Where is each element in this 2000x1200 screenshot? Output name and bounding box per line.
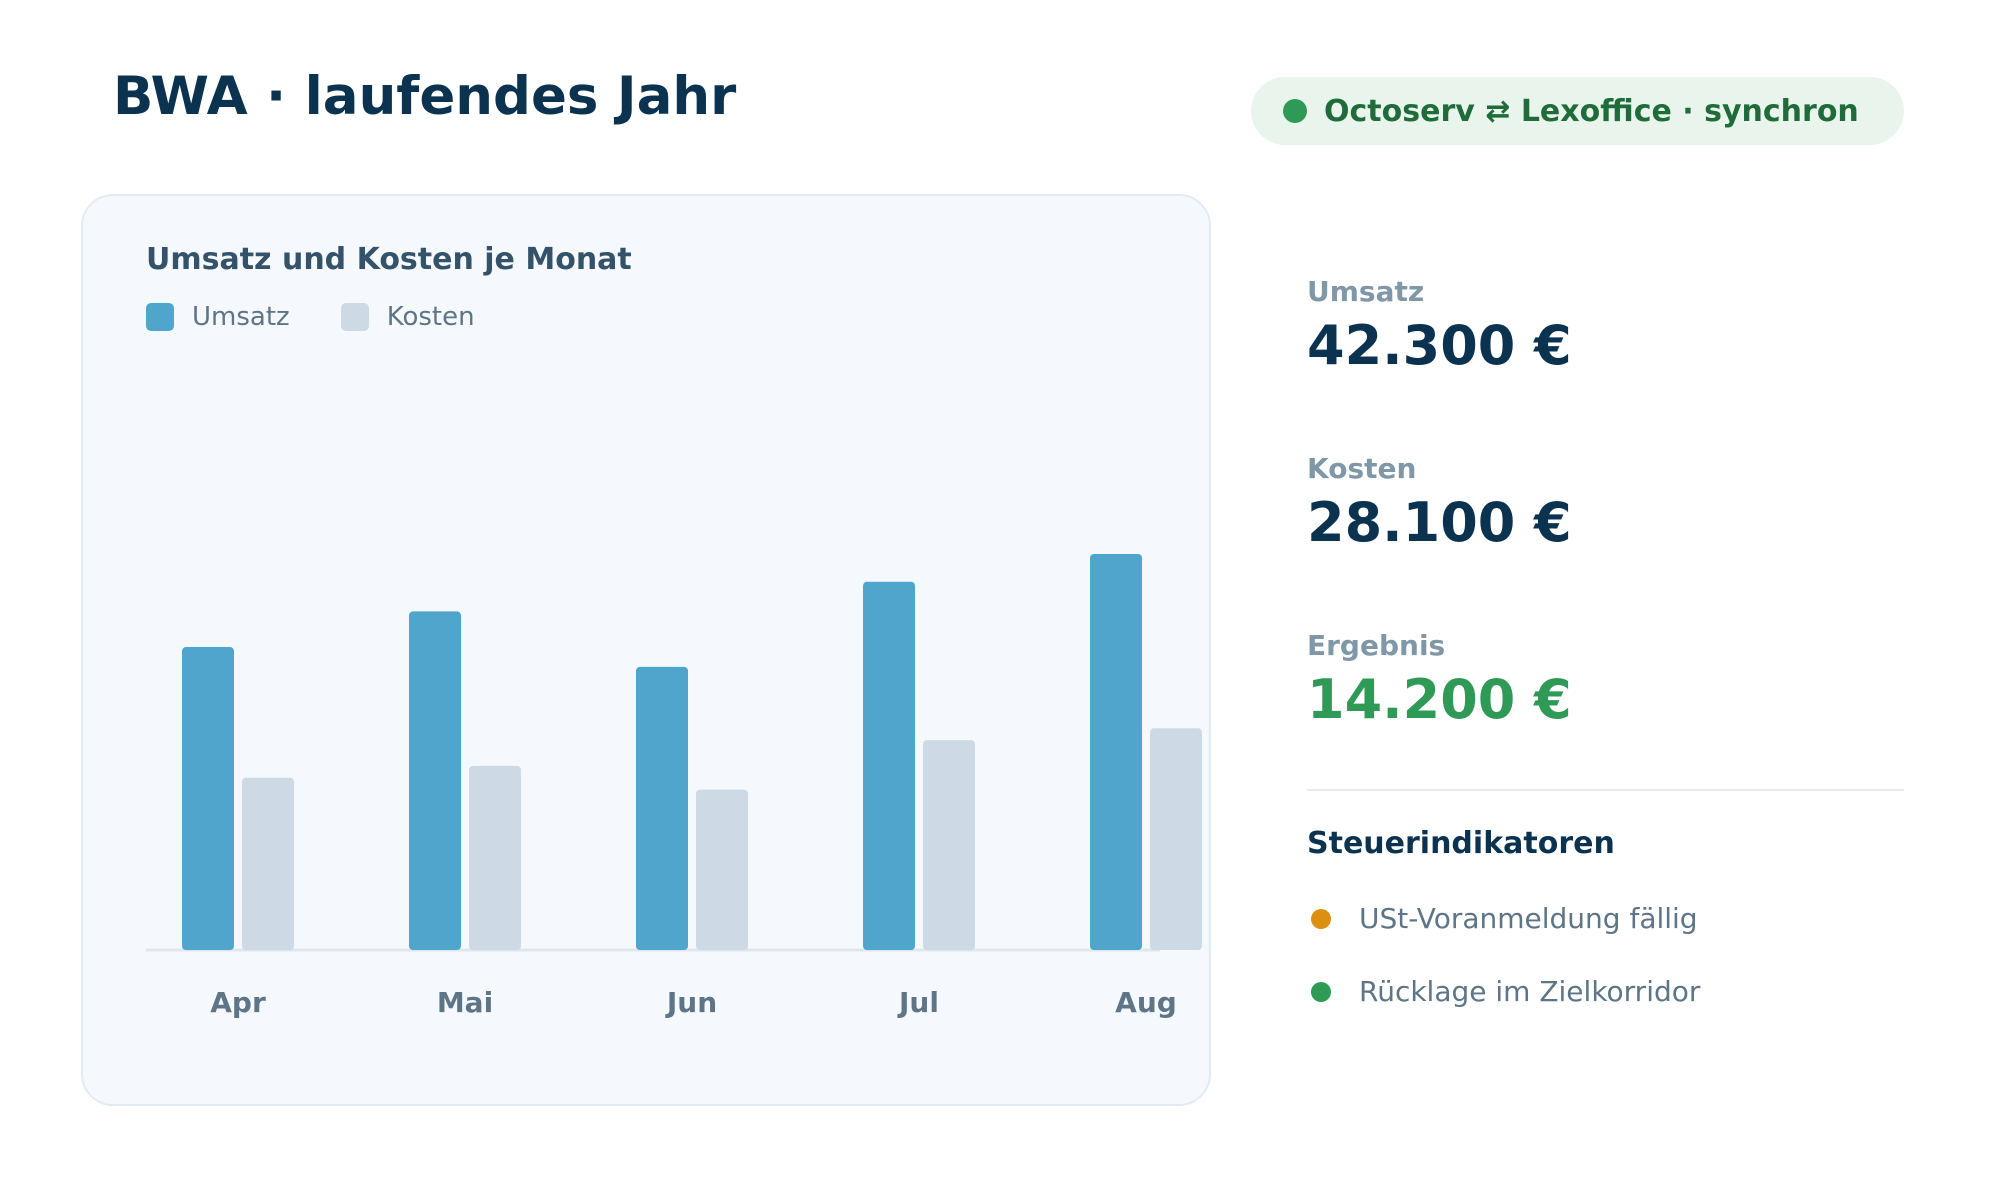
kpi-kosten-value: 28.100 € (1307, 491, 1572, 554)
tax-indicator-ruecklage: Rücklage im Zielkorridor (1311, 975, 1700, 1008)
kpi-umsatz-value: 42.300 € (1307, 314, 1572, 377)
kpi-kosten-label: Kosten (1307, 452, 1417, 485)
x-tick-label-jun: Jun (665, 986, 717, 1019)
kpi-ergebnis-label: Ergebnis (1307, 629, 1446, 662)
sync-status-badge: Octoserv ⇄ Lexoffice · synchron (1251, 77, 1904, 145)
legend-label-kosten: Kosten (386, 302, 475, 332)
bar-umsatz-jun (636, 666, 688, 950)
kpi-ergebnis: Ergebnis 14.200 € (1307, 629, 1572, 731)
legend-label-umsatz: Umsatz (192, 302, 290, 332)
legend-item-umsatz: Umsatz (146, 302, 290, 332)
kpi-kosten: Kosten 28.100 € (1307, 452, 1572, 554)
bar-kosten-aug (1150, 728, 1202, 950)
bar-umsatz-jul (863, 581, 915, 950)
bar-kosten-jul (923, 740, 975, 950)
x-tick-label-aug: Aug (1115, 986, 1177, 1019)
legend-item-kosten: Kosten (340, 302, 475, 332)
kpi-ergebnis-value: 14.200 € (1307, 668, 1572, 731)
bar-kosten-jun (696, 789, 748, 950)
tax-indicators-heading: Steuerindikatoren (1307, 826, 1615, 861)
x-tick-label-apr: Apr (210, 986, 266, 1019)
chart-legend: Umsatz Kosten (146, 302, 526, 332)
tax-indicator-ust: USt-Voranmeldung fällig (1311, 902, 1698, 935)
x-tick-label-jul: Jul (897, 986, 939, 1019)
legend-swatch-kosten (340, 303, 369, 331)
sync-status-dot-icon (1283, 99, 1307, 123)
bar-umsatz-apr (182, 647, 234, 950)
tax-indicator-ruecklage-label: Rücklage im Zielkorridor (1359, 975, 1701, 1008)
bar-kosten-mai (469, 765, 521, 950)
bar-umsatz-mai (409, 611, 461, 950)
kpi-divider (1307, 789, 1904, 791)
chart-title: Umsatz und Kosten je Monat (146, 242, 632, 277)
sync-status-text: Octoserv ⇄ Lexoffice · synchron (1324, 93, 1859, 129)
tax-indicator-ust-label: USt-Voranmeldung fällig (1359, 902, 1698, 935)
x-tick-label-mai: Mai (437, 986, 493, 1019)
tax-indicator-ok-dot-icon (1311, 981, 1331, 1002)
bar-umsatz-aug (1090, 554, 1142, 950)
tax-indicator-warning-dot-icon (1311, 908, 1331, 929)
kpi-umsatz-label: Umsatz (1307, 275, 1425, 308)
bar-kosten-apr (242, 777, 294, 950)
kpi-umsatz: Umsatz 42.300 € (1307, 275, 1572, 377)
chart-card (81, 194, 1211, 1106)
legend-swatch-umsatz (146, 303, 174, 331)
page-title: BWA · laufendes Jahr (113, 66, 737, 127)
